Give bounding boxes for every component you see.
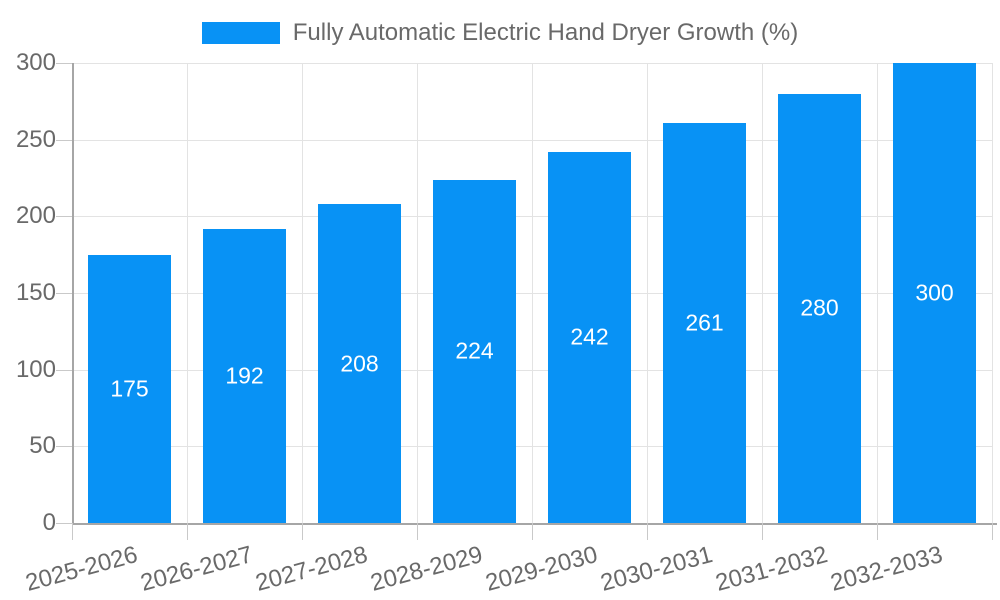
legend: Fully Automatic Electric Hand Dryer Grow… xyxy=(0,19,1000,47)
y-tick xyxy=(56,369,72,371)
x-tick-label: 2025-2026 xyxy=(22,541,141,597)
bar[interactable]: 300 xyxy=(893,63,976,523)
x-tick-label: 2031-2032 xyxy=(712,541,831,597)
bar-value-label: 300 xyxy=(915,279,954,306)
y-tick-label: 300 xyxy=(15,49,56,76)
y-tick xyxy=(56,293,72,294)
x-tick-label: 2028-2029 xyxy=(367,541,486,597)
x-tick-label: 2027-2028 xyxy=(252,541,371,597)
bar[interactable]: 192 xyxy=(203,228,286,523)
bar-value-label: 261 xyxy=(685,309,724,336)
x-tick xyxy=(187,523,188,540)
bar-value-label: 208 xyxy=(340,350,379,377)
x-tick xyxy=(647,523,648,540)
x-tick xyxy=(302,523,303,540)
v-gridline xyxy=(877,63,878,523)
bar-value-label: 242 xyxy=(570,323,609,350)
legend-item[interactable]: Fully Automatic Electric Hand Dryer Grow… xyxy=(201,19,799,47)
x-tick-label: 2029-2030 xyxy=(482,541,601,597)
bar-value-label: 175 xyxy=(110,375,149,402)
y-axis-line xyxy=(72,63,74,523)
bar[interactable]: 242 xyxy=(548,151,631,523)
y-tick-label: 200 xyxy=(15,202,56,230)
bar[interactable]: 175 xyxy=(88,254,171,523)
y-tick xyxy=(56,139,72,141)
x-axis-line xyxy=(72,523,997,525)
plot-area: 175 192 208 224 242 261 280 300 xyxy=(72,63,993,523)
bar-value-label: 224 xyxy=(455,337,494,364)
y-tick-label: 250 xyxy=(15,125,56,153)
legend-label: Fully Automatic Electric Hand Dryer Grow… xyxy=(292,19,799,46)
v-gridline xyxy=(532,63,533,523)
x-tick-label: 2032-2033 xyxy=(827,541,946,597)
v-gridline xyxy=(762,63,763,523)
v-gridline xyxy=(187,63,188,523)
v-gridline xyxy=(302,63,303,523)
bar-value-label: 280 xyxy=(800,294,839,321)
bar[interactable]: 280 xyxy=(778,93,861,523)
y-tick-label: 50 xyxy=(29,432,56,460)
y-tick xyxy=(56,523,72,524)
y-tick-label: 150 xyxy=(15,279,56,306)
bar[interactable]: 224 xyxy=(433,179,516,523)
x-tick-label: 2030-2031 xyxy=(597,541,716,597)
y-tick-label: 0 xyxy=(42,509,56,536)
x-tick-label: 2026-2027 xyxy=(137,541,256,597)
y-tick xyxy=(56,216,72,218)
bar[interactable]: 208 xyxy=(318,204,401,523)
v-gridline xyxy=(647,63,648,523)
x-tick xyxy=(417,523,418,540)
bar[interactable]: 261 xyxy=(663,122,746,523)
x-tick xyxy=(72,523,73,540)
legend-swatch-icon xyxy=(201,22,280,44)
v-gridline xyxy=(417,63,418,523)
y-tick-label: 100 xyxy=(15,355,56,383)
x-tick xyxy=(762,523,763,540)
x-tick xyxy=(877,523,878,540)
y-tick xyxy=(56,446,72,448)
bar-value-label: 192 xyxy=(225,362,264,389)
x-tick xyxy=(532,523,533,540)
v-gridline xyxy=(992,63,993,523)
x-tick xyxy=(992,523,993,540)
y-tick xyxy=(56,63,72,64)
